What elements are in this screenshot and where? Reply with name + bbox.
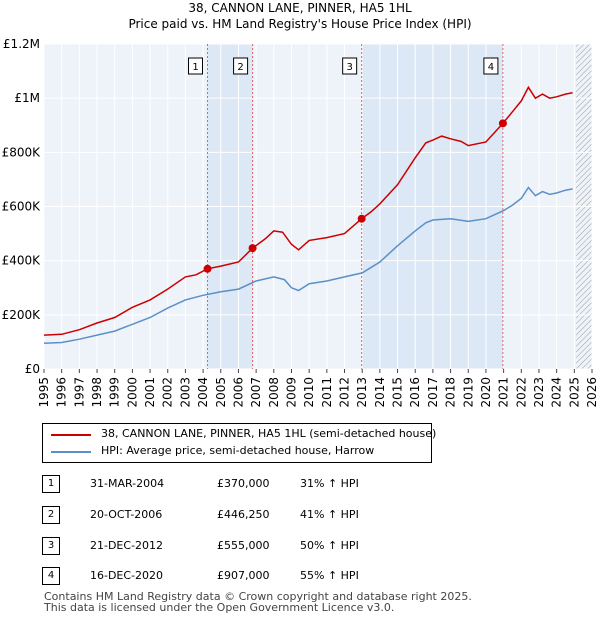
x-tick-label: 2023	[532, 377, 546, 408]
y-tick-label: £0	[25, 362, 40, 376]
sale-label-box	[483, 57, 499, 75]
x-tick-label: 2008	[267, 377, 281, 408]
sale-date: 20-OCT-2006	[90, 508, 163, 521]
sale-point	[203, 264, 212, 273]
x-tick-label: 2006	[231, 377, 245, 408]
y-tick-label: £800K	[2, 145, 42, 159]
x-tick-label: 1998	[90, 377, 104, 408]
sale-point	[248, 244, 257, 253]
y-tick-label: £1M	[14, 91, 40, 105]
chart-title: 38, CANNON LANE, PINNER, HA5 1HL	[188, 1, 412, 15]
sale-label-box	[342, 57, 358, 75]
x-tick-label: 2020	[479, 377, 493, 408]
property-price-line	[43, 85, 573, 336]
sale-point	[357, 214, 366, 223]
sale-number-badge: 1	[42, 475, 60, 493]
x-tick-label: 2010	[302, 377, 316, 408]
x-tick-label: 1997	[72, 377, 86, 408]
legend-swatch-property	[51, 434, 91, 436]
footer-copyright: Contains HM Land Registry data © Crown c…	[44, 590, 472, 603]
sale-row: 2 20-OCT-2006 £446,250 41% ↑ HPI	[42, 506, 442, 526]
x-tick-label: 2003	[178, 377, 192, 408]
legend-label-hpi: HPI: Average price, semi-detached house,…	[101, 444, 375, 457]
sale-date: 31-MAR-2004	[90, 477, 165, 490]
sale-row: 4 16-DEC-2020 £907,000 55% ↑ HPI	[42, 567, 442, 587]
sale-label-box	[233, 57, 249, 75]
x-tick-label: 2013	[355, 377, 369, 408]
sale-number-badge: 4	[42, 567, 60, 585]
x-tick-label: 2000	[125, 377, 139, 408]
sale-number-badge: 3	[42, 537, 60, 555]
x-tick-label: 2002	[161, 377, 175, 408]
hpi-line	[43, 186, 573, 345]
sale-row: 3 21-DEC-2012 £555,000 50% ↑ HPI	[42, 537, 442, 557]
price-chart: 1995 1996 1997 1998 1999 2000 2001 2002 2003 2004…	[2, 37, 599, 408]
sale-label-number: 4	[488, 62, 494, 73]
chart-subtitle: Price paid vs. HM Land Registry's House …	[128, 17, 472, 31]
sale-label-number: 2	[237, 62, 243, 73]
x-tick-label: 2021	[497, 377, 511, 408]
sale-label-number: 1	[192, 62, 198, 73]
x-tick-label: 2004	[196, 377, 210, 408]
footer-license: This data is licensed under the Open Gov…	[44, 601, 395, 614]
y-tick-label: £200K	[2, 308, 42, 322]
sale-hpi-change: 31% ↑ HPI	[300, 477, 359, 490]
chart-legend: 38, CANNON LANE, PINNER, HA5 1HL (semi-d…	[42, 423, 436, 463]
sale-price: £446,250	[217, 508, 270, 521]
sale-number-badge: 2	[42, 506, 60, 524]
sale-price: £370,000	[217, 477, 270, 490]
x-tick-label: 2014	[373, 377, 387, 408]
x-tick-label: 2017	[426, 377, 440, 408]
sale-label-number: 3	[346, 62, 352, 73]
x-tick-label: 1999	[108, 377, 122, 408]
x-tick-label: 1995	[37, 377, 51, 408]
sale-hpi-change: 50% ↑ HPI	[300, 539, 359, 552]
y-tick-label: £600K	[2, 200, 42, 214]
x-tick-label: 2012	[338, 377, 352, 408]
sale-price: £907,000	[217, 569, 270, 582]
y-tick-label: £400K	[2, 254, 42, 268]
legend-label-property: 38, CANNON LANE, PINNER, HA5 1HL (semi-d…	[101, 427, 437, 440]
x-tick-label: 2016	[408, 377, 422, 408]
x-tick-label: 2009	[284, 377, 298, 408]
x-tick-label: 2011	[320, 377, 334, 408]
sale-point	[498, 119, 507, 128]
x-tick-label: 2018	[444, 377, 458, 408]
sale-label-box	[188, 57, 204, 75]
x-tick-label: 2025	[567, 377, 581, 408]
x-tick-label: 2022	[514, 377, 528, 408]
sale-date: 21-DEC-2012	[90, 539, 164, 552]
legend-swatch-hpi	[51, 451, 91, 453]
x-tick-label: 2007	[249, 377, 263, 408]
x-tick-label: 2015	[391, 377, 405, 408]
sale-hpi-change: 55% ↑ HPI	[300, 569, 359, 582]
x-tick-label: 2005	[214, 377, 228, 408]
x-tick-label: 2019	[461, 377, 475, 408]
x-tick-label: 2001	[143, 377, 157, 408]
sale-price: £555,000	[217, 539, 270, 552]
sale-hpi-change: 41% ↑ HPI	[300, 508, 359, 521]
x-tick-label: 2026	[585, 377, 599, 408]
y-tick-label: £1.2M	[3, 37, 40, 51]
x-tick-label: 1996	[55, 377, 69, 408]
sale-date: 16-DEC-2020	[90, 569, 164, 582]
sale-row: 1 31-MAR-2004 £370,000 31% ↑ HPI	[42, 475, 442, 495]
x-tick-label: 2024	[550, 377, 564, 408]
